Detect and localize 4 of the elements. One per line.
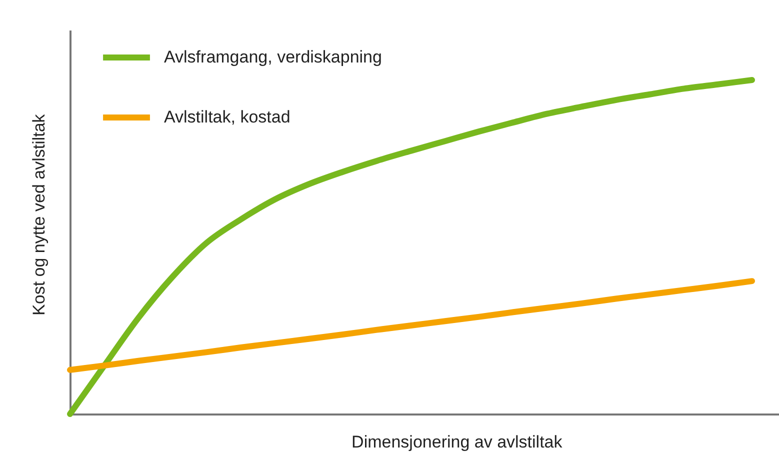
x-axis-title: Dimensjonering av avlstiltak (352, 432, 563, 452)
y-axis-title: Kost og nytte ved avlstiltak (30, 114, 48, 316)
legend-label: Avlsframgang, verdiskapning (164, 48, 382, 66)
legend-label: Avlstiltak, kostad (164, 108, 290, 126)
